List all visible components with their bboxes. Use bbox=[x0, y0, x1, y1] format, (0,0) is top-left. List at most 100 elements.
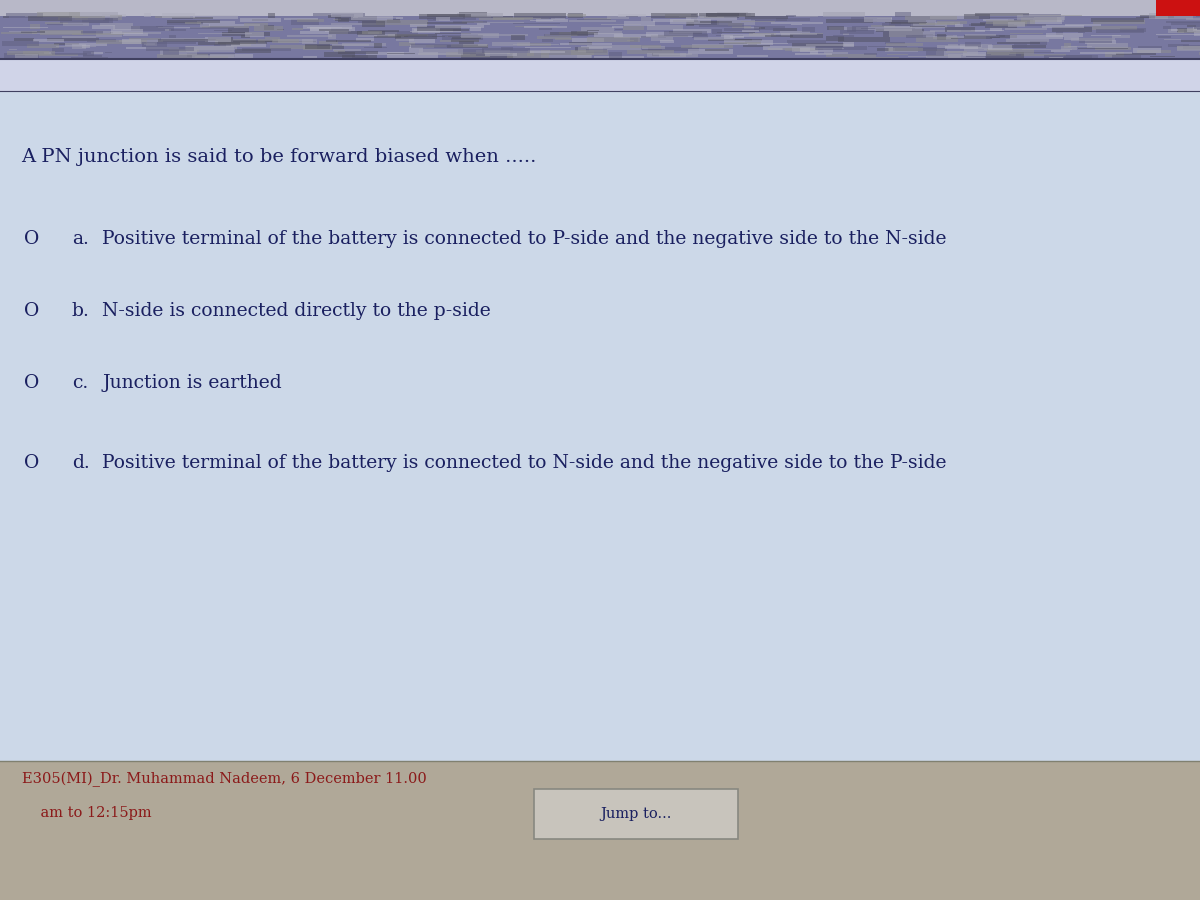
Bar bbox=[208, 37, 233, 40]
Bar bbox=[556, 38, 572, 40]
Bar bbox=[724, 35, 733, 39]
Bar bbox=[692, 44, 725, 48]
Text: Positive terminal of the battery is connected to P-side and the negative side to: Positive terminal of the battery is conn… bbox=[102, 230, 947, 248]
Bar bbox=[908, 57, 928, 58]
Bar bbox=[310, 27, 331, 31]
Bar bbox=[169, 30, 186, 31]
Bar bbox=[926, 56, 961, 58]
Bar bbox=[47, 23, 83, 25]
Bar bbox=[670, 32, 702, 34]
Bar bbox=[541, 50, 594, 55]
Bar bbox=[350, 15, 392, 20]
Bar bbox=[774, 33, 817, 35]
Bar bbox=[25, 15, 71, 17]
Bar bbox=[408, 36, 432, 37]
Bar bbox=[581, 46, 612, 48]
Bar bbox=[1187, 28, 1200, 32]
Bar bbox=[964, 14, 990, 19]
Bar bbox=[901, 34, 934, 35]
Bar bbox=[419, 52, 469, 55]
Bar bbox=[930, 15, 979, 19]
Bar bbox=[571, 50, 607, 55]
Text: am to 12:15pm: am to 12:15pm bbox=[22, 806, 151, 820]
Bar bbox=[612, 26, 623, 28]
Bar bbox=[721, 34, 770, 37]
Bar bbox=[652, 35, 688, 38]
Text: O: O bbox=[24, 302, 40, 319]
Bar bbox=[451, 44, 488, 47]
Bar bbox=[571, 31, 588, 36]
Bar bbox=[630, 37, 638, 42]
Bar bbox=[434, 25, 484, 28]
Bar bbox=[936, 51, 978, 55]
Bar bbox=[792, 48, 810, 52]
Bar bbox=[706, 49, 728, 51]
Bar bbox=[926, 51, 943, 56]
Bar bbox=[1006, 39, 1049, 42]
Bar bbox=[185, 39, 216, 40]
Bar bbox=[192, 56, 234, 58]
Bar bbox=[241, 34, 250, 38]
Bar bbox=[330, 31, 368, 33]
Bar bbox=[1094, 47, 1130, 50]
Bar bbox=[173, 17, 214, 19]
Bar bbox=[209, 24, 260, 26]
Bar bbox=[374, 43, 382, 49]
Bar bbox=[754, 33, 803, 34]
Bar bbox=[305, 45, 344, 49]
Bar bbox=[742, 21, 775, 22]
Bar bbox=[83, 55, 102, 57]
Bar bbox=[54, 43, 79, 45]
Bar bbox=[2, 27, 48, 29]
Bar bbox=[434, 33, 472, 34]
Bar bbox=[193, 15, 239, 19]
Bar bbox=[167, 20, 221, 23]
Bar bbox=[527, 50, 534, 56]
Bar bbox=[83, 51, 94, 56]
Bar bbox=[161, 38, 204, 41]
Bar bbox=[106, 52, 112, 53]
Bar bbox=[474, 22, 524, 23]
Bar bbox=[792, 43, 844, 48]
Bar bbox=[847, 27, 856, 32]
Bar bbox=[113, 25, 140, 31]
Bar bbox=[665, 14, 696, 17]
Bar bbox=[782, 48, 822, 50]
Bar bbox=[252, 19, 268, 21]
Bar bbox=[972, 23, 985, 26]
Bar bbox=[700, 14, 746, 16]
Bar bbox=[816, 46, 868, 50]
Bar bbox=[410, 44, 463, 48]
Bar bbox=[476, 54, 512, 56]
Bar bbox=[673, 29, 712, 33]
Bar bbox=[686, 21, 695, 26]
Bar bbox=[58, 16, 104, 21]
Bar bbox=[71, 57, 108, 59]
Bar bbox=[146, 47, 194, 51]
Bar bbox=[744, 42, 787, 44]
Bar bbox=[665, 32, 707, 36]
Bar bbox=[361, 32, 382, 33]
Text: b.: b. bbox=[72, 302, 90, 319]
Bar bbox=[578, 47, 602, 52]
Text: Junction is earthed: Junction is earthed bbox=[102, 374, 282, 392]
Bar bbox=[409, 40, 434, 43]
Bar bbox=[889, 22, 935, 26]
Bar bbox=[395, 34, 437, 39]
Bar bbox=[448, 45, 488, 49]
Bar bbox=[673, 20, 698, 22]
Bar bbox=[1116, 53, 1156, 55]
Bar bbox=[1056, 31, 1063, 34]
Bar bbox=[541, 16, 554, 19]
Bar bbox=[157, 39, 208, 42]
Bar bbox=[461, 53, 512, 58]
Bar bbox=[336, 40, 371, 41]
Bar bbox=[965, 42, 982, 48]
Bar bbox=[642, 50, 662, 51]
Bar bbox=[984, 49, 1033, 50]
Bar bbox=[82, 45, 90, 48]
Bar bbox=[37, 13, 80, 17]
Bar bbox=[889, 32, 935, 37]
Bar bbox=[785, 48, 818, 50]
Bar bbox=[1091, 35, 1121, 36]
